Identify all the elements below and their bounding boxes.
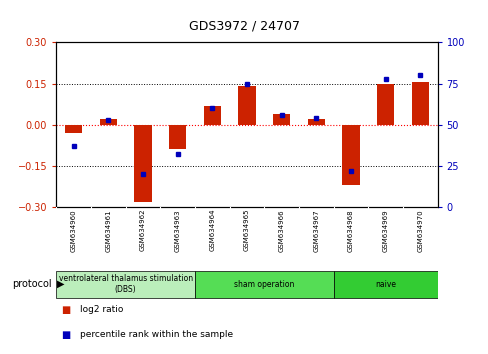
Bar — [333, 270, 437, 298]
Text: GDS3972 / 24707: GDS3972 / 24707 — [189, 19, 299, 33]
Bar — [203, 105, 221, 125]
Text: GSM634970: GSM634970 — [416, 209, 423, 252]
Bar — [65, 125, 82, 133]
Text: percentile rank within the sample: percentile rank within the sample — [80, 330, 232, 339]
Bar — [307, 119, 325, 125]
Text: GSM634969: GSM634969 — [382, 209, 388, 252]
Bar — [238, 86, 255, 125]
Bar — [168, 125, 186, 149]
Text: GSM634960: GSM634960 — [70, 209, 77, 252]
Text: GSM634966: GSM634966 — [278, 209, 284, 252]
Text: ■: ■ — [61, 305, 70, 315]
Bar — [376, 84, 393, 125]
Text: protocol: protocol — [12, 279, 51, 289]
Text: log2 ratio: log2 ratio — [80, 305, 123, 314]
Text: GSM634964: GSM634964 — [209, 209, 215, 251]
Text: GSM634963: GSM634963 — [174, 209, 180, 252]
Text: ventrolateral thalamus stimulation
(DBS): ventrolateral thalamus stimulation (DBS) — [59, 274, 192, 294]
Bar — [100, 119, 117, 125]
Text: GSM634968: GSM634968 — [347, 209, 353, 252]
Text: naive: naive — [374, 280, 395, 289]
Text: ▶: ▶ — [57, 279, 64, 289]
Bar — [342, 125, 359, 185]
Text: ■: ■ — [61, 330, 70, 339]
Bar — [134, 125, 151, 202]
Bar — [411, 82, 428, 125]
Text: GSM634967: GSM634967 — [313, 209, 319, 252]
Bar — [195, 270, 333, 298]
Bar — [56, 270, 195, 298]
Bar — [272, 114, 290, 125]
Text: sham operation: sham operation — [234, 280, 294, 289]
Text: GSM634961: GSM634961 — [105, 209, 111, 252]
Text: GSM634962: GSM634962 — [140, 209, 145, 251]
Text: GSM634965: GSM634965 — [244, 209, 249, 251]
